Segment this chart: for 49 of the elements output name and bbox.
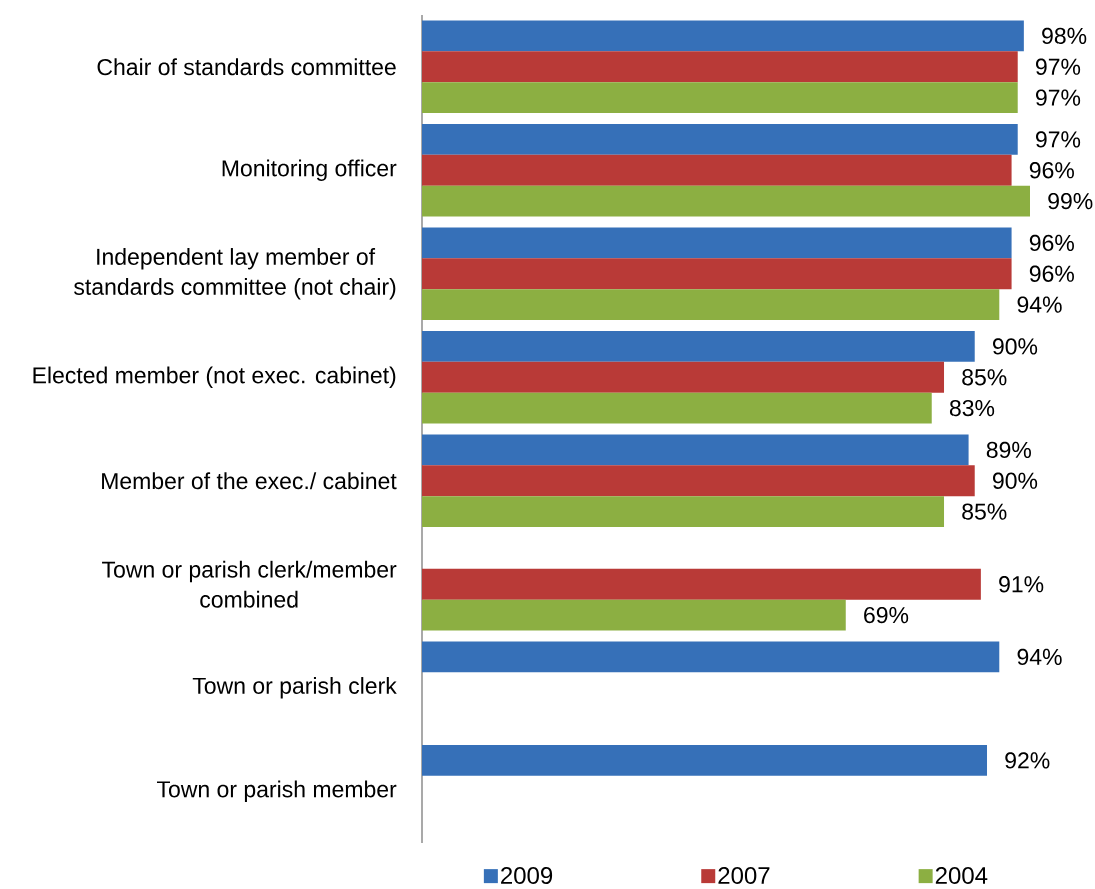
y-tick-label: Town or parish clerk/member combined [102,560,397,608]
legend-label: 2009 [501,867,553,884]
data-label: 89% [986,441,1031,459]
legend-label: 2007 [718,867,770,884]
data-label: 90% [993,338,1038,355]
data-label: 96% [1029,162,1074,179]
data-label: 69% [864,606,909,624]
y-tick-label: Town or parish clerk [192,677,397,699]
data-label: 96% [1029,234,1074,252]
y-tick-label: Independent lay member of standards committee (not chair) [74,248,396,300]
bar [422,465,975,497]
legend-label: 2004 [935,867,988,884]
bar [422,20,1024,52]
bar [422,185,1030,217]
y-tick-label: Member of the exec./ cabinet [102,472,397,490]
data-label: 94% [1017,296,1062,313]
bar [422,289,1000,321]
bar [422,51,1018,83]
data-label: 92% [1005,752,1050,769]
data-label: 99% [1048,192,1093,210]
y-tick-label: Monitoring officer [222,159,397,181]
bar [422,641,1000,673]
bar [422,361,945,393]
data-label: 96% [1029,265,1074,282]
data-label: 91% [999,576,1044,593]
bar [422,330,975,362]
bar [422,227,1012,259]
bar [422,599,846,631]
bar [422,745,988,776]
data-label: 97% [1036,58,1081,75]
y-tick-label: Chair of standards committee [97,58,396,76]
data-label: 90% [993,472,1038,489]
bar [422,392,932,424]
data-label: 97% [1036,131,1081,148]
bar [422,82,1018,114]
bar [422,496,945,528]
bar [422,258,1012,290]
y-tick-label: Elected member (not exec. cabinet) [33,366,396,388]
bar [422,434,969,466]
data-label: 98% [1042,27,1087,45]
bar [422,568,981,600]
bar [422,154,1012,186]
bar [422,123,1018,155]
data-label: 85% [962,369,1007,386]
data-label: 85% [962,503,1007,520]
data-label: 97% [1036,89,1081,106]
y-tick-label: Town or parish member [157,780,397,802]
data-label: 94% [1017,648,1062,666]
data-label: 83% [949,399,995,417]
